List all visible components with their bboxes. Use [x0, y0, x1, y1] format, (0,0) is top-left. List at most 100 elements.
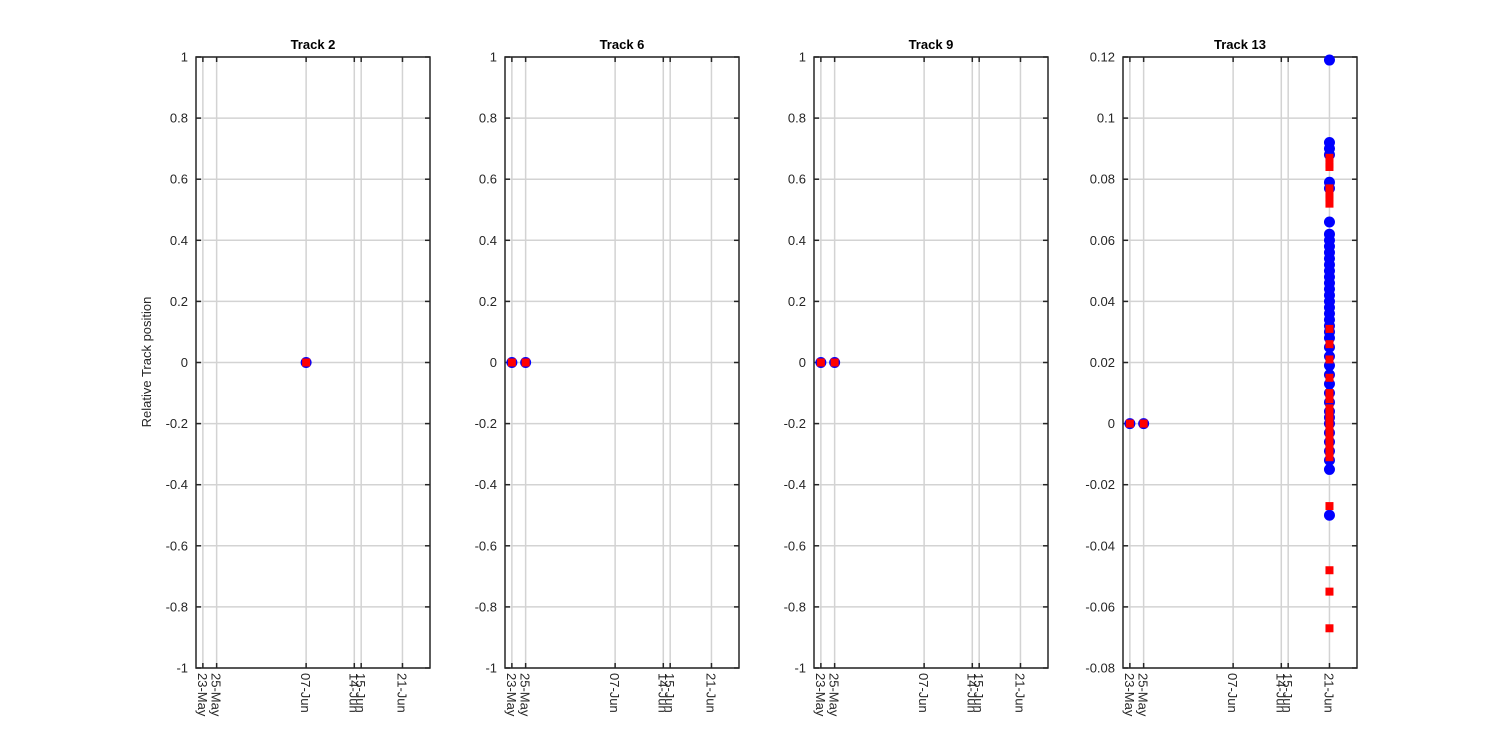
- y-tick-label: 0.6: [788, 172, 806, 187]
- x-tick-label: 21-Jun: [1012, 673, 1027, 713]
- data-point-series-b: [1325, 395, 1334, 404]
- data-point-series-b: [1325, 447, 1334, 456]
- data-point-series-b: [1325, 184, 1334, 193]
- x-tick-label: 21-Jun: [394, 673, 409, 713]
- x-tick-label: 15-Jun: [662, 673, 677, 713]
- x-tick-label: 07-Jun: [1225, 673, 1240, 713]
- data-point-series-b: [1325, 624, 1334, 633]
- y-axis-label: Relative Track position: [139, 297, 154, 428]
- data-point-series-a: [1323, 509, 1335, 521]
- x-tick-label: 15-Jun: [971, 673, 986, 713]
- data-point-series-b: [1139, 419, 1148, 428]
- data-point-series-b: [1325, 373, 1334, 382]
- data-point-series-b: [1325, 340, 1334, 349]
- x-tick-label: 15-Jun: [1280, 673, 1295, 713]
- x-tick-label: 25-May: [209, 673, 224, 717]
- x-tick-label: 25-May: [1136, 673, 1151, 717]
- x-tick-label: 25-May: [518, 673, 533, 717]
- data-point-series-b: [1325, 587, 1334, 596]
- y-tick-label: 0.02: [1090, 355, 1115, 370]
- data-point-series-b: [1325, 153, 1334, 162]
- y-tick-label: 0.06: [1090, 233, 1115, 248]
- y-tick-label: 1: [799, 50, 806, 65]
- y-tick-label: -0.8: [475, 599, 497, 614]
- x-tick-label: 07-Jun: [298, 673, 313, 713]
- y-tick-label: 0.8: [788, 111, 806, 126]
- data-point-series-b: [816, 358, 825, 367]
- y-tick-label: 0.4: [788, 233, 806, 248]
- y-tick-label: -0.8: [166, 599, 188, 614]
- data-point-series-b: [1325, 440, 1334, 449]
- data-point-series-b: [1325, 422, 1334, 431]
- data-point-series-b: [1325, 434, 1334, 443]
- data-point-series-a: [1323, 216, 1335, 228]
- data-point-series-b: [1325, 199, 1334, 208]
- y-tick-label: 0.2: [170, 294, 188, 309]
- y-tick-label: -0.4: [475, 477, 497, 492]
- x-tick-label: 14-Jun: [964, 673, 979, 713]
- panel-3: -1 -0.8 -0.6 -0.4 -0.2 0 0.2 0.4 0.6 0.8 1 23-May25…: [784, 37, 1049, 717]
- y-tick-label: 1: [490, 50, 497, 65]
- x-tick-label: 23-May: [195, 673, 210, 717]
- y-tick-label: -0.06: [1085, 599, 1115, 614]
- y-tick-label: -0.2: [166, 416, 188, 431]
- y-tick-label: -0.2: [784, 416, 806, 431]
- y-tick-label: 0.2: [788, 294, 806, 309]
- panel-1: -1 -0.8 -0.6 -0.4 -0.2 0 0.2 0.4 0.6 0.8 1 23-May25…: [166, 37, 431, 717]
- y-tick-label: -0.4: [166, 477, 188, 492]
- panel-2: -1 -0.8 -0.6 -0.4 -0.2 0 0.2 0.4 0.6 0.8 1 23-May25…: [475, 37, 740, 717]
- data-point-series-a: [1323, 54, 1335, 66]
- x-tick-label: 14-Jun: [1273, 673, 1288, 713]
- data-point-series-b: [1325, 404, 1334, 413]
- y-tick-label: 0.6: [170, 172, 188, 187]
- x-tick-label: 21-Jun: [1321, 673, 1336, 713]
- x-tick-label: 21-Jun: [703, 673, 718, 713]
- y-tick-label: -0.6: [166, 538, 188, 553]
- panel-4: -0.08 -0.06 -0.04 -0.02 0 0.02 0.04 0.06 0.08 0.1…: [1085, 37, 1358, 717]
- y-tick-label: 0.2: [479, 294, 497, 309]
- data-point-series-b: [1325, 502, 1334, 511]
- y-tick-label: -0.8: [784, 599, 806, 614]
- data-point-series-b: [1325, 324, 1334, 333]
- x-tick-label: 23-May: [1122, 673, 1137, 717]
- data-point-series-b: [1325, 416, 1334, 425]
- y-tick-label: -0.6: [784, 538, 806, 553]
- y-tick-label: 0.04: [1090, 294, 1115, 309]
- data-point-series-a: [1323, 463, 1335, 475]
- x-tick-label: 15-Jun: [353, 673, 368, 713]
- data-point-series-b: [507, 358, 516, 367]
- data-point-series-b: [1325, 410, 1334, 419]
- y-tick-label: 0: [181, 355, 188, 370]
- y-tick-label: 0.12: [1090, 50, 1115, 65]
- panel-title: Track 6: [600, 37, 645, 52]
- data-point-series-b: [1325, 162, 1334, 171]
- x-tick-label: 23-May: [504, 673, 519, 717]
- y-tick-label: 0: [799, 355, 806, 370]
- x-tick-label: 14-Jun: [346, 673, 361, 713]
- x-tick-label: 07-Jun: [607, 673, 622, 713]
- y-tick-label: -0.02: [1085, 477, 1115, 492]
- x-tick-label: 23-May: [813, 673, 828, 717]
- y-tick-label: -0.6: [475, 538, 497, 553]
- y-tick-label: -0.2: [475, 416, 497, 431]
- y-tick-label: 0.8: [170, 111, 188, 126]
- y-tick-label: -1: [176, 661, 188, 676]
- data-point-series-b: [1125, 419, 1134, 428]
- y-tick-label: -1: [794, 661, 806, 676]
- y-tick-label: 0.4: [479, 233, 497, 248]
- panel-title: Track 2: [291, 37, 336, 52]
- y-tick-label: -1: [485, 661, 497, 676]
- y-tick-label: 0.08: [1090, 172, 1115, 187]
- data-point-series-b: [1325, 428, 1334, 437]
- data-point-series-b: [830, 358, 839, 367]
- y-tick-label: 0: [490, 355, 497, 370]
- x-tick-label: 07-Jun: [916, 673, 931, 713]
- y-tick-label: 0: [1108, 416, 1115, 431]
- y-tick-label: 0.8: [479, 111, 497, 126]
- data-point-series-b: [1325, 566, 1334, 575]
- y-tick-label: 0.4: [170, 233, 188, 248]
- y-tick-label: -0.04: [1085, 538, 1115, 553]
- data-point-series-b: [1325, 193, 1334, 202]
- y-tick-label: 0.1: [1097, 111, 1115, 126]
